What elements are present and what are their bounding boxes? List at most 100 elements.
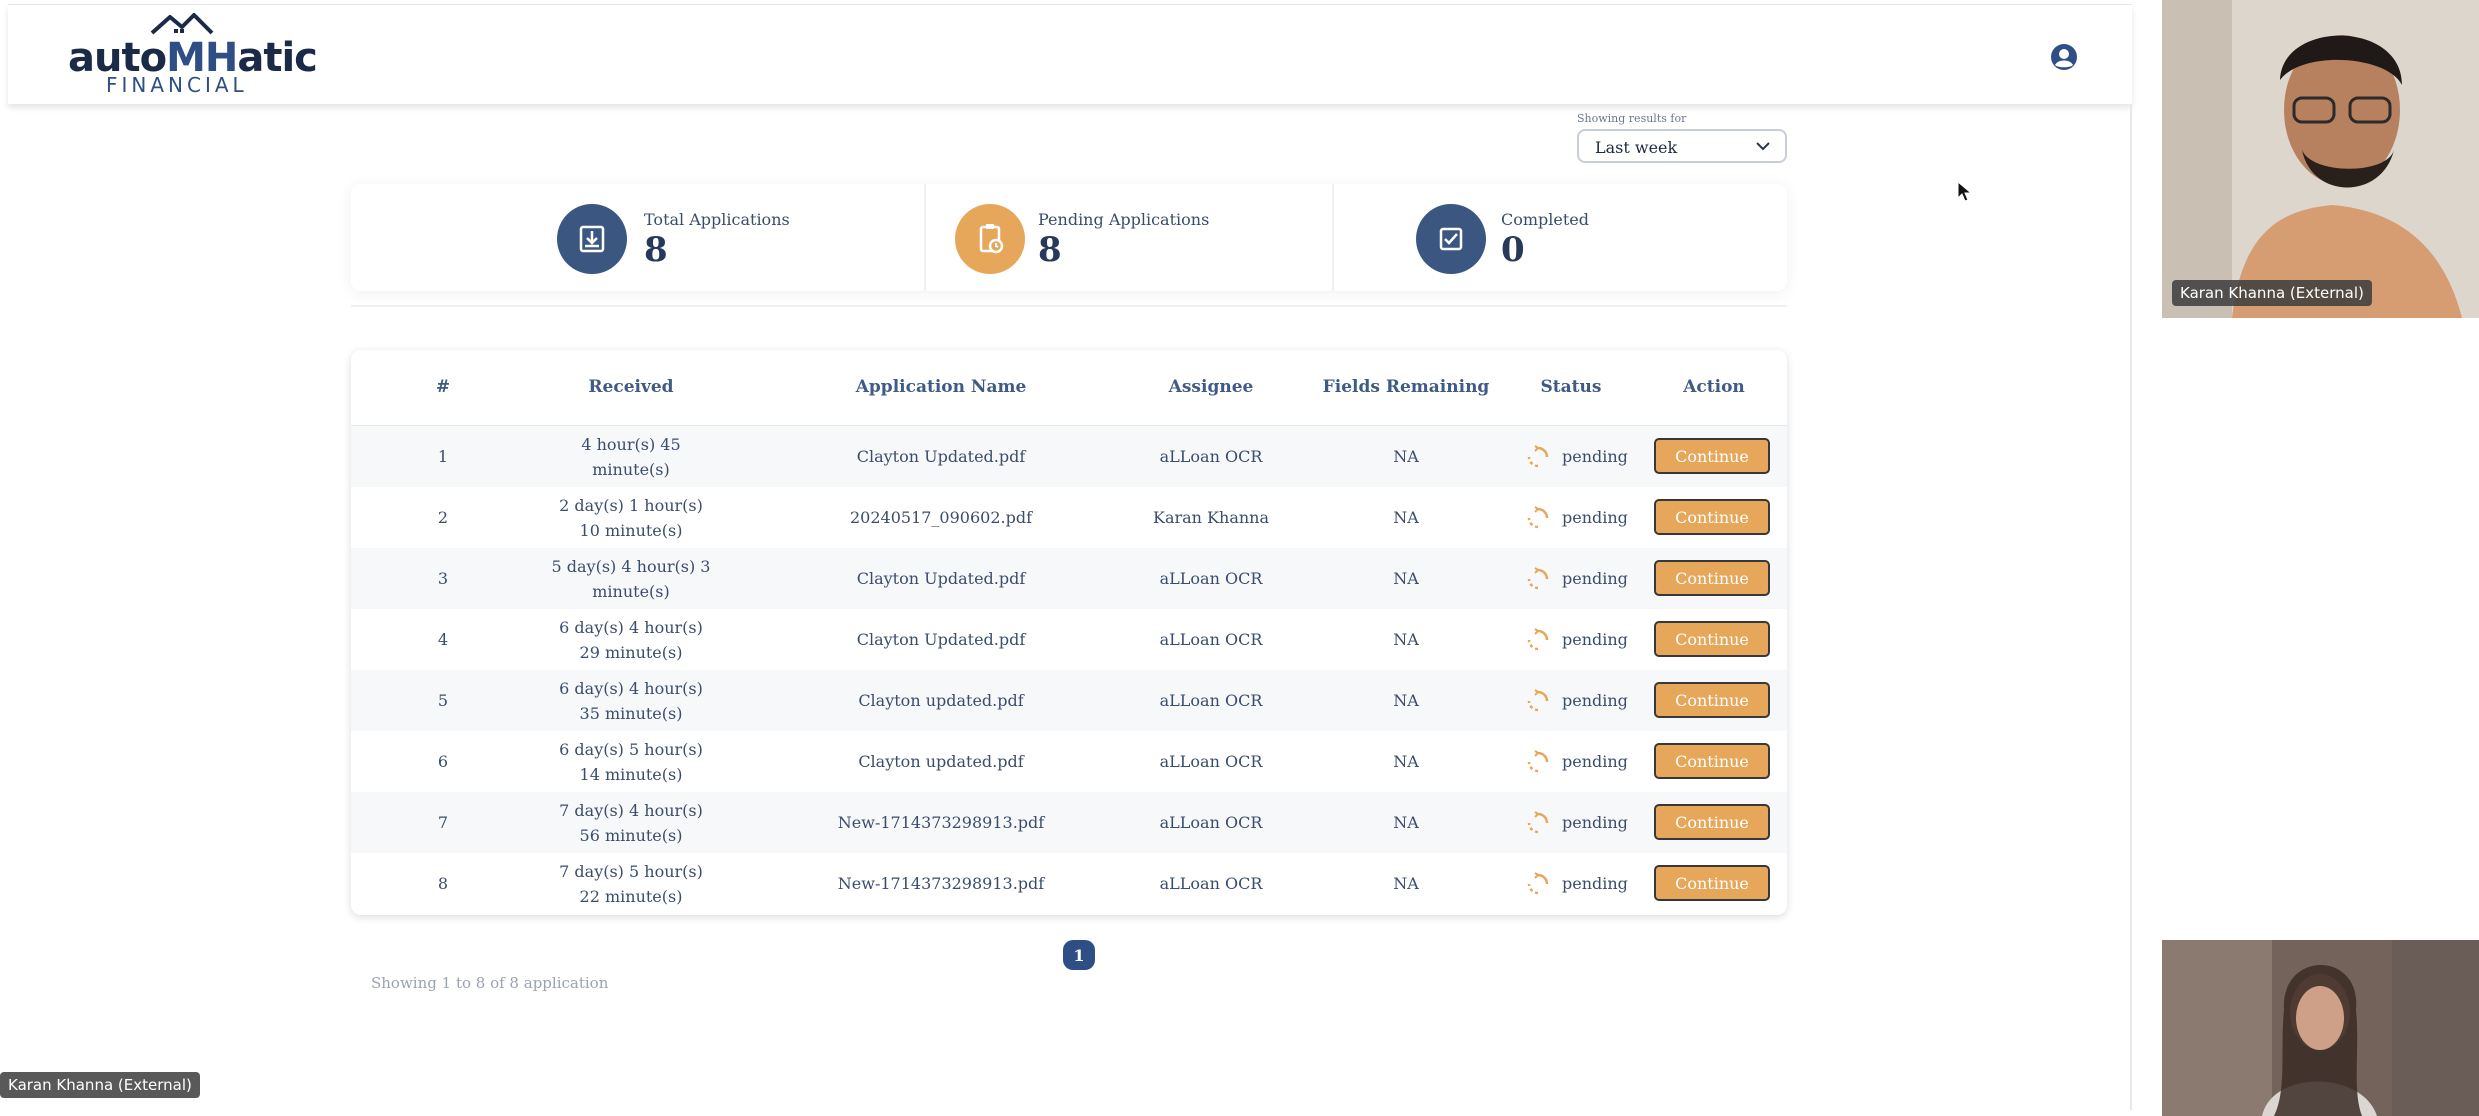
stat-title-pending: Pending Applications <box>1038 210 1210 229</box>
column-header-action: Action <box>1683 377 1745 397</box>
table-row: 8 7 day(s) 5 hour(s) 22 minute(s) New-1714… <box>351 853 1787 914</box>
cell-application-name: New-1714373298913.pdf <box>837 874 1045 893</box>
cell-assignee: aLLoan OCR <box>1159 630 1263 649</box>
cell-assignee: Karan Khanna <box>1152 508 1269 527</box>
cell-status: pending <box>1526 548 1636 609</box>
table-row: 2 2 day(s) 1 hour(s) 10 minute(s) 20240517… <box>351 487 1787 548</box>
column-header-assignee: Assignee <box>1168 377 1254 397</box>
stat-title-total: Total Applications <box>644 210 790 229</box>
pending-spinner-icon <box>1527 566 1549 589</box>
cell-number: 5 <box>437 691 449 710</box>
stats-divider <box>924 184 926 291</box>
stat-value-pending: 8 <box>1038 230 1062 270</box>
user-circle-icon[interactable] <box>2050 43 2078 71</box>
cell-number: 8 <box>437 874 449 893</box>
stats-divider <box>1332 184 1334 291</box>
cell-number: 4 <box>437 630 449 649</box>
cell-application-name: Clayton Updated.pdf <box>856 569 1026 588</box>
cell-status: pending <box>1526 731 1636 792</box>
column-header-received: Received <box>588 377 674 397</box>
cell-number: 7 <box>437 813 449 832</box>
stat-value-completed: 0 <box>1501 230 1525 270</box>
pending-spinner-icon <box>1527 749 1549 772</box>
status-text: pending <box>1562 691 1628 710</box>
stat-value-total: 8 <box>644 230 668 270</box>
status-text: pending <box>1562 508 1628 527</box>
cell-status: pending <box>1526 670 1636 731</box>
column-header-fields-remaining: Fields Remaining <box>1322 377 1490 397</box>
house-roof-icon <box>150 13 214 35</box>
cell-status: pending <box>1526 426 1636 487</box>
cell-fields-remaining: NA <box>1393 630 1419 649</box>
cell-number: 3 <box>437 569 449 588</box>
status-text: pending <box>1562 874 1628 893</box>
cell-status: pending <box>1526 853 1636 914</box>
table-row: 1 4 hour(s) 45 minute(s) Clayton Updated.p… <box>351 426 1787 487</box>
continue-button[interactable]: Continue <box>1654 438 1770 474</box>
column-header-status: Status <box>1540 377 1602 397</box>
cell-fields-remaining: NA <box>1393 508 1419 527</box>
content-scrollbar[interactable] <box>2130 104 2132 1110</box>
cell-number: 6 <box>437 752 449 771</box>
pagination-page-button[interactable]: 1 <box>1063 940 1095 970</box>
table-row: 5 6 day(s) 4 hour(s) 35 minute(s) Clayton … <box>351 670 1787 731</box>
cell-assignee: aLLoan OCR <box>1159 447 1263 466</box>
continue-button[interactable]: Continue <box>1654 865 1770 901</box>
cell-assignee: aLLoan OCR <box>1159 874 1263 893</box>
cell-received: 6 day(s) 4 hour(s) 29 minute(s) <box>559 617 703 662</box>
cell-fields-remaining: NA <box>1393 691 1419 710</box>
participant-video-tile[interactable] <box>2162 0 2479 318</box>
table-row: 4 6 day(s) 4 hour(s) 29 minute(s) Clayton … <box>351 609 1787 670</box>
mouse-cursor-icon <box>1957 181 1973 202</box>
continue-button[interactable]: Continue <box>1654 682 1770 718</box>
self-video-tile[interactable] <box>2162 940 2479 1116</box>
continue-button[interactable]: Continue <box>1654 743 1770 779</box>
status-text: pending <box>1562 630 1628 649</box>
cell-received: 7 day(s) 4 hour(s) 56 minute(s) <box>559 800 703 845</box>
applications-table: # Received Application Name Assignee Fie… <box>351 350 1787 915</box>
date-range-dropdown[interactable]: Last week <box>1577 129 1787 163</box>
logo-text-left: auto <box>68 35 167 81</box>
cell-fields-remaining: NA <box>1393 752 1419 771</box>
column-header-application-name: Application Name <box>855 377 1027 397</box>
cell-received: 7 day(s) 5 hour(s) 22 minute(s) <box>559 861 703 906</box>
stats-divider-line <box>351 305 1787 307</box>
participant-video-frame <box>2162 0 2479 318</box>
chevron-down-icon <box>1756 142 1770 151</box>
cell-fields-remaining: NA <box>1393 447 1419 466</box>
cell-received: 5 day(s) 4 hour(s) 3 minute(s) <box>551 556 711 601</box>
cell-application-name: Clayton updated.pdf <box>858 691 1024 710</box>
status-text: pending <box>1562 813 1628 832</box>
company-logo[interactable]: autoMHatic FINANCIAL <box>68 11 318 97</box>
pending-spinner-icon <box>1527 688 1549 711</box>
pending-spinner-icon <box>1527 444 1549 467</box>
cell-application-name: Clayton Updated.pdf <box>856 447 1026 466</box>
results-summary: Showing 1 to 8 of 8 application <box>371 974 609 992</box>
checkbox-icon <box>1416 204 1486 274</box>
cell-assignee: aLLoan OCR <box>1159 569 1263 588</box>
continue-button[interactable]: Continue <box>1654 804 1770 840</box>
cell-received: 2 day(s) 1 hour(s) 10 minute(s) <box>559 495 703 540</box>
pending-spinner-icon <box>1527 627 1549 650</box>
cell-status: pending <box>1526 792 1636 853</box>
cell-application-name: Clayton Updated.pdf <box>856 630 1026 649</box>
pending-spinner-icon <box>1527 810 1549 833</box>
cell-received: 4 hour(s) 45 minute(s) <box>581 434 681 479</box>
table-row: 6 6 day(s) 5 hour(s) 14 minute(s) Clayton … <box>351 731 1787 792</box>
table-header: # Received Application Name Assignee Fie… <box>351 350 1787 426</box>
self-video-frame <box>2162 940 2479 1116</box>
cell-status: pending <box>1526 487 1636 548</box>
cell-fields-remaining: NA <box>1393 813 1419 832</box>
cell-received: 6 day(s) 4 hour(s) 35 minute(s) <box>559 678 703 723</box>
continue-button[interactable]: Continue <box>1654 621 1770 657</box>
date-range-value: Last week <box>1595 138 1678 157</box>
cell-application-name: Clayton updated.pdf <box>858 752 1024 771</box>
cell-fields-remaining: NA <box>1393 874 1419 893</box>
continue-button[interactable]: Continue <box>1654 499 1770 535</box>
filter-label: Showing results for <box>1577 112 1687 125</box>
cell-received: 6 day(s) 5 hour(s) 14 minute(s) <box>559 739 703 784</box>
continue-button[interactable]: Continue <box>1654 560 1770 596</box>
download-tray-icon <box>557 204 627 274</box>
status-text: pending <box>1562 569 1628 588</box>
participant-name-label: Karan Khanna (External) <box>2172 280 2372 306</box>
